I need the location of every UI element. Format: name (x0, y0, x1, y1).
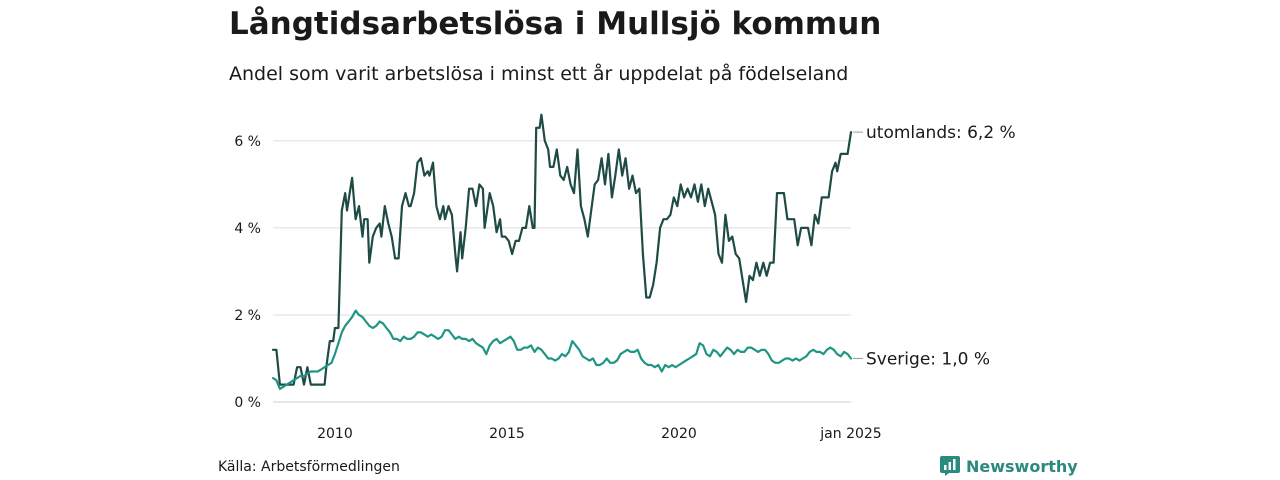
series-lines (271, 113, 853, 390)
grid-lines (273, 140, 851, 403)
end-label-sverige: Sverige: 1,0 % (866, 349, 990, 369)
x-tick-label: jan 2025 (819, 426, 881, 442)
newsworthy-logo-icon (940, 456, 960, 476)
x-axis-tick-labels: 2010 2015 2020 jan 2025 (317, 426, 882, 442)
y-tick-label: 6 % (234, 134, 261, 150)
source-note: Källa: Arbetsförmedlingen (218, 459, 400, 475)
x-tick-label: 2010 (317, 426, 353, 442)
series-line-sverige (271, 309, 853, 390)
y-axis-tick-labels: 0 % 2 % 4 % 6 % (234, 134, 261, 411)
y-tick-label: 0 % (234, 395, 261, 411)
end-labels: utomlands: 6,2 % Sverige: 1,0 % (853, 123, 1016, 369)
end-label-utomlands: utomlands: 6,2 % (866, 123, 1016, 143)
series-line-utomlands (271, 113, 853, 386)
y-tick-label: 2 % (234, 308, 261, 324)
x-tick-label: 2015 (489, 426, 525, 442)
chart-subtitle: Andel som varit arbetslösa i minst ett å… (229, 63, 849, 85)
x-tick-label: 2020 (661, 426, 697, 442)
brand[interactable]: Newsworthy (940, 456, 1078, 476)
chart-title: Långtidsarbetslösa i Mullsjö kommun (229, 6, 882, 42)
brand-name: Newsworthy (966, 456, 1078, 476)
y-tick-label: 4 % (234, 221, 261, 237)
